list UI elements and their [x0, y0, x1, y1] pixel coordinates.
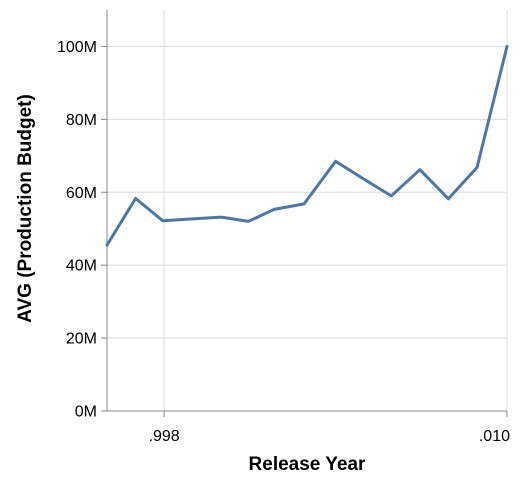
- series-layer: [105, 45, 509, 247]
- y-tick-label: 60M: [66, 185, 97, 202]
- axes: [106, 10, 507, 412]
- y-tick-label: 80M: [66, 112, 97, 129]
- series-line-0: [105, 45, 509, 247]
- y-tick-label: 0M: [75, 404, 97, 421]
- y-tick-label: 40M: [66, 258, 97, 275]
- x-axis-title: Release Year: [249, 454, 367, 475]
- x-tick-label: .010: [479, 428, 510, 445]
- y-axis-ticks: 0M 20M 40M 60M 80M 100M: [57, 39, 107, 421]
- x-axis-ticks: .998 .010: [149, 411, 510, 445]
- y-axis-title: AVG (Production Budget): [15, 94, 36, 323]
- y-tick-label: 20M: [66, 331, 97, 348]
- x-tick-label: .998: [149, 428, 180, 445]
- y-tick-label: 100M: [57, 39, 97, 56]
- grid-lines: [107, 10, 508, 412]
